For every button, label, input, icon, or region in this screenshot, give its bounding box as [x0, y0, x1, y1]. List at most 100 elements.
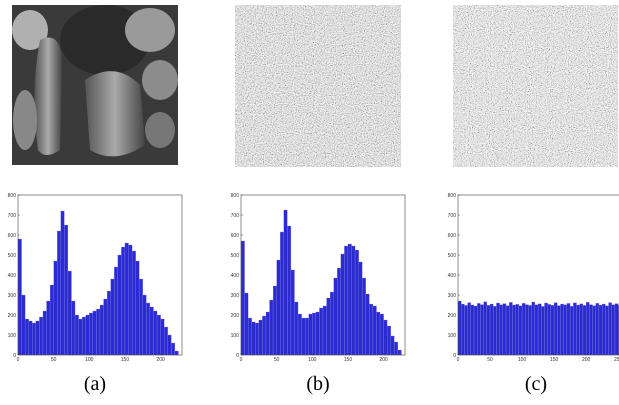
- histogram-bar: [566, 303, 571, 356]
- histogram-bar: [312, 312, 317, 356]
- histogram-bar: [156, 314, 161, 356]
- histogram-bar: [351, 245, 356, 356]
- x-tick-label: 200: [379, 357, 388, 363]
- histogram-bar: [358, 261, 363, 356]
- histogram-bar: [322, 305, 327, 356]
- histogram-bar: [308, 313, 313, 356]
- histogram-bar: [89, 312, 94, 356]
- histogram-bar: [53, 260, 58, 356]
- caption: (b): [306, 373, 329, 395]
- histogram-bar: [46, 300, 51, 356]
- histogram-bar: [496, 302, 500, 356]
- histogram-bar: [518, 305, 523, 356]
- histogram-bar: [557, 305, 561, 356]
- y-tick-label: 0: [13, 353, 16, 359]
- histogram-bar: [99, 304, 104, 356]
- histogram-bar: [473, 305, 478, 356]
- histogram-bar: [280, 231, 284, 356]
- histogram-bar: [525, 304, 529, 356]
- y-tick-label: 0: [453, 353, 456, 359]
- y-tick-label: 200: [231, 313, 240, 319]
- x-tick-label: 100: [308, 357, 317, 363]
- histogram-bar: [499, 304, 503, 356]
- histogram-bar: [379, 313, 384, 356]
- histogram-bar: [337, 267, 341, 356]
- histogram-bar: [333, 277, 338, 356]
- x-tick-label: 100: [518, 357, 527, 363]
- histogram-bar: [553, 302, 558, 356]
- histogram-bar: [614, 303, 619, 356]
- histogram-bar: [480, 304, 484, 356]
- histogram-bar: [528, 305, 532, 356]
- histogram-bar: [521, 303, 526, 356]
- histogram-bar: [509, 302, 513, 356]
- histogram-bar: [461, 303, 465, 356]
- histogram-bar: [457, 300, 462, 356]
- histogram-bar: [329, 291, 334, 356]
- x-tick-label: 150: [550, 357, 559, 363]
- histogram-bar: [563, 304, 568, 356]
- histogram-bar: [369, 303, 374, 356]
- histogram-bar: [272, 285, 277, 356]
- histogram-bar: [240, 240, 245, 356]
- y-tick-label: 100: [231, 333, 240, 339]
- histogram-bar: [344, 245, 349, 356]
- x-tick-label: 100: [85, 357, 94, 363]
- histogram-bar: [21, 294, 26, 356]
- histogram-bar: [340, 253, 345, 356]
- x-tick-label: 0: [457, 357, 460, 363]
- x-tick-label: 150: [344, 357, 353, 363]
- histogram-bar: [39, 316, 44, 356]
- histogram-bar: [160, 318, 165, 356]
- histogram-bar: [387, 325, 391, 356]
- y-tick-label: 100: [448, 333, 457, 339]
- histogram-bar: [297, 313, 302, 356]
- histogram-bar: [383, 319, 388, 356]
- histogram-bar: [32, 322, 36, 356]
- histogram-bar: [301, 317, 306, 356]
- histogram-bar: [611, 304, 616, 356]
- y-tick-label: 300: [8, 293, 17, 299]
- y-tick-label: 800: [448, 193, 457, 199]
- histogram-bar: [493, 306, 497, 356]
- histogram-bar: [17, 238, 22, 356]
- y-tick-label: 800: [231, 193, 240, 199]
- histogram-bar: [139, 278, 143, 356]
- histogram-bar: [64, 224, 69, 356]
- y-tick-label: 400: [448, 273, 457, 279]
- histogram-bar: [582, 305, 587, 356]
- histogram-bar: [60, 210, 65, 356]
- histogram-bar: [483, 301, 487, 356]
- y-tick-label: 600: [448, 233, 457, 239]
- histogram-bar: [608, 302, 612, 356]
- y-tick-label: 600: [8, 233, 17, 239]
- histogram-bar: [67, 270, 72, 356]
- histogram-bar: [258, 319, 263, 356]
- histogram-bar: [531, 301, 536, 356]
- x-tick-label: 50: [274, 357, 280, 363]
- y-tick-label: 400: [231, 273, 240, 279]
- histogram-bar: [547, 304, 552, 356]
- x-tick-label: 200: [582, 357, 591, 363]
- histogram-bar: [255, 322, 259, 356]
- histogram-bar: [305, 317, 309, 356]
- histogram-bar: [103, 298, 108, 356]
- y-tick-label: 400: [8, 273, 17, 279]
- encrypted-image: [235, 5, 401, 167]
- histogram-bar: [579, 303, 584, 356]
- histogram-bar: [174, 350, 179, 356]
- x-tick-label: 0: [240, 357, 243, 363]
- histogram-bar: [598, 304, 603, 356]
- histogram-bar: [605, 305, 609, 356]
- y-tick-label: 300: [231, 293, 240, 299]
- histogram-bar: [394, 341, 399, 356]
- histogram-bar: [85, 314, 90, 356]
- histogram-bar: [287, 225, 292, 356]
- histogram-bar: [149, 306, 154, 356]
- histogram-bar: [164, 326, 168, 356]
- histogram-bar: [49, 284, 54, 356]
- y-tick-label: 500: [231, 253, 240, 259]
- x-tick-label: 200: [156, 357, 165, 363]
- x-tick-label: 250: [614, 357, 619, 363]
- histogram-bar: [78, 318, 83, 356]
